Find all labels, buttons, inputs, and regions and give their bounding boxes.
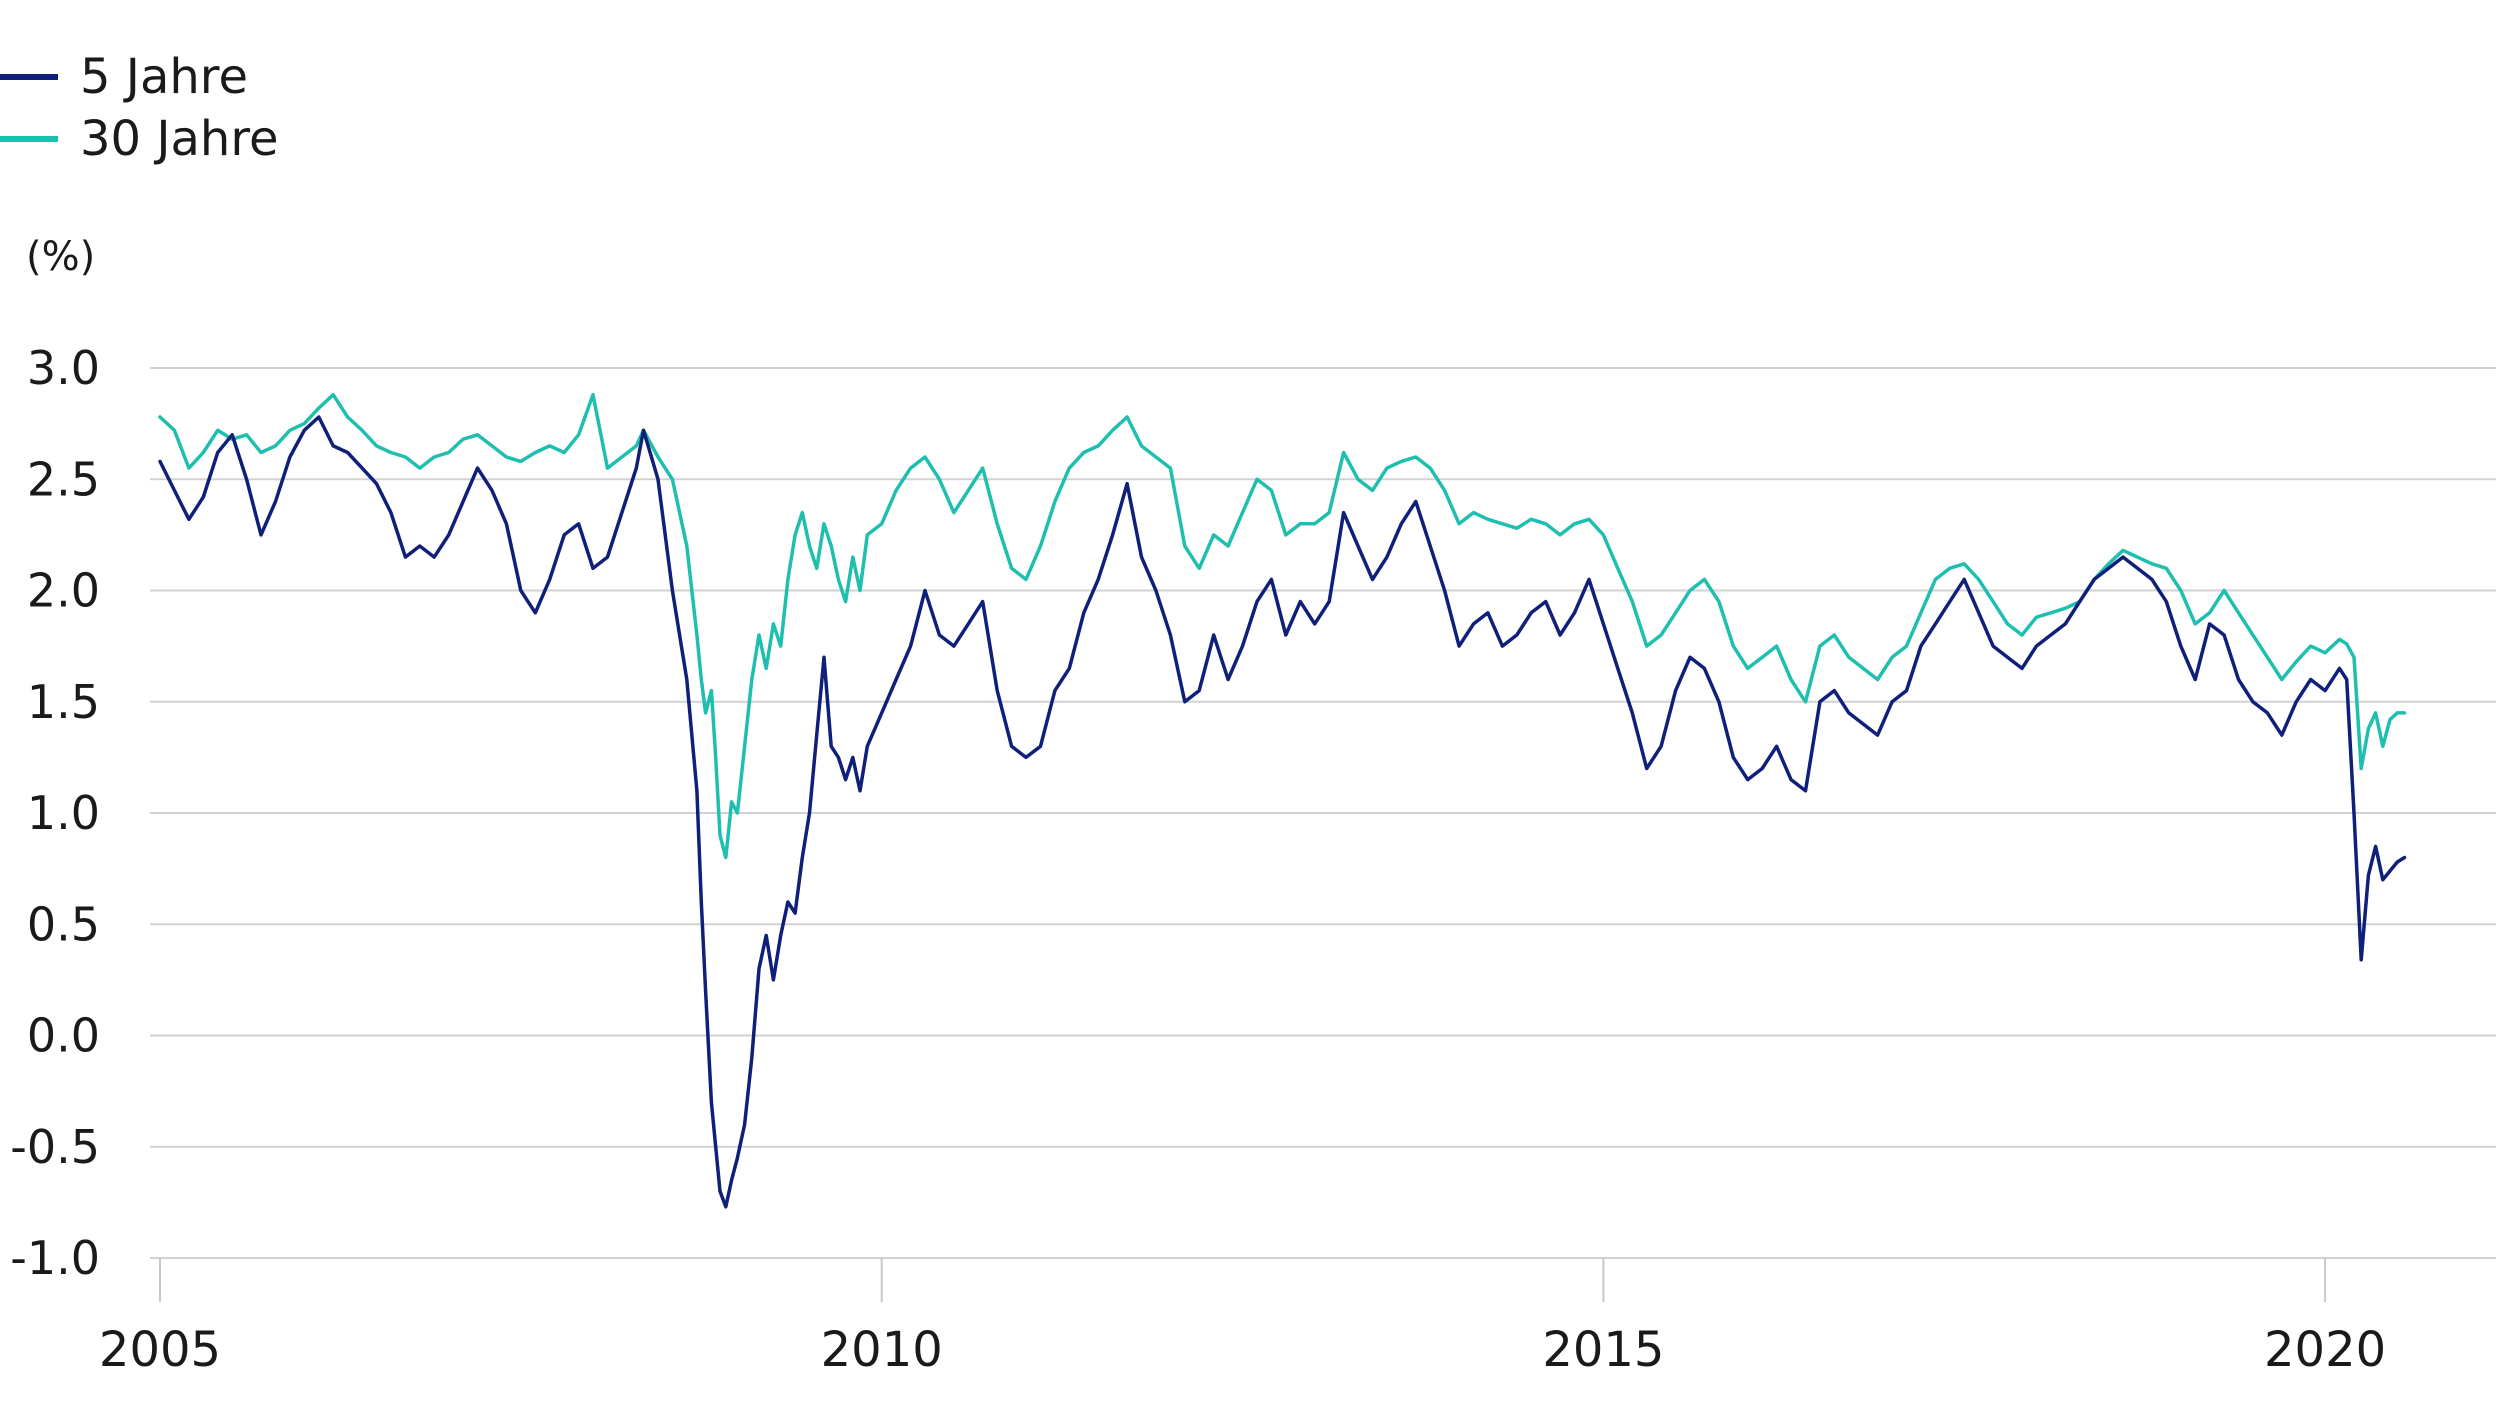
legend-label-30-jahre: 30 Jahre	[80, 111, 279, 167]
series-line-5-jahre	[158, 415, 2407, 1209]
y-tick-label: 3.0	[27, 341, 100, 395]
x-tick-label: 2015	[1542, 1322, 1664, 1378]
x-tick-label: 2020	[2264, 1322, 2386, 1378]
series-line-30-jahre	[158, 392, 2407, 860]
legend-swatch-30-jahre	[0, 136, 58, 142]
y-tick-label: -1.0	[10, 1231, 100, 1285]
y-tick-label: 1.5	[27, 675, 100, 729]
x-tick-label: 2005	[99, 1322, 221, 1378]
y-tick-label: 2.5	[27, 452, 100, 506]
legend: 5 Jahre 30 Jahre	[0, 46, 279, 170]
legend-label-5-jahre: 5 Jahre	[80, 49, 248, 105]
y-tick-label: 0.5	[27, 897, 100, 951]
y-tick-label: 0.0	[27, 1009, 100, 1063]
y-tick-label: -0.5	[10, 1120, 100, 1174]
x-tick-label: 2010	[821, 1322, 943, 1378]
legend-item-5-jahre: 5 Jahre	[0, 46, 279, 108]
legend-swatch-5-jahre	[0, 74, 58, 80]
legend-item-30-jahre: 30 Jahre	[0, 108, 279, 170]
y-tick-label: 1.0	[27, 786, 100, 840]
y-tick-label: 2.0	[27, 564, 100, 618]
y-axis-unit-label: (%)	[26, 234, 96, 280]
